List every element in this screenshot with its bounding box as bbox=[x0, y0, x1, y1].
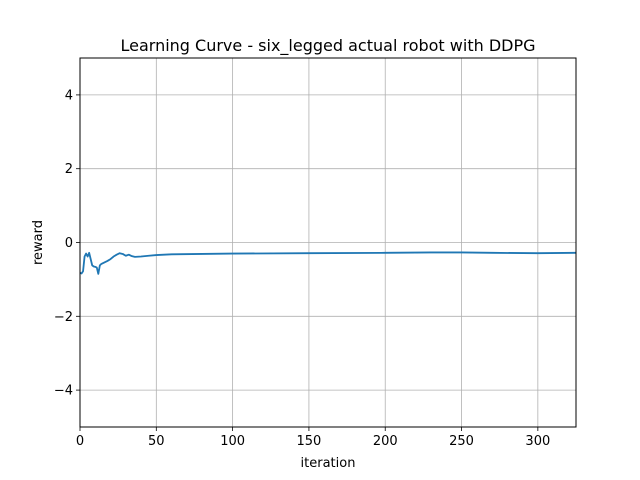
y-tick-label: 0 bbox=[65, 236, 73, 251]
x-tick-label: 100 bbox=[220, 434, 245, 449]
x-tick-label: 150 bbox=[297, 434, 322, 449]
y-tick-label: −2 bbox=[54, 310, 73, 325]
y-tick-label: 2 bbox=[65, 162, 73, 177]
x-tick-label: 0 bbox=[76, 434, 84, 449]
x-tick-label: 200 bbox=[373, 434, 398, 449]
y-tick-label: 4 bbox=[65, 88, 73, 103]
y-axis-title: reward bbox=[31, 220, 46, 265]
x-tick-label: 50 bbox=[148, 434, 165, 449]
x-axis-title: iteration bbox=[301, 456, 356, 471]
series-layer bbox=[79, 251, 577, 275]
y-tick-label: −4 bbox=[54, 384, 73, 399]
x-tick-label: 300 bbox=[525, 434, 550, 449]
axis-ticks: 0 50 100 150 200 250 300 −4 −2 0 2 4 bbox=[54, 88, 550, 449]
reward-series-line bbox=[79, 251, 577, 275]
chart-title: Learning Curve - six_legged actual robot… bbox=[120, 36, 535, 56]
grid-lines bbox=[79, 58, 576, 427]
x-tick-label: 250 bbox=[449, 434, 474, 449]
